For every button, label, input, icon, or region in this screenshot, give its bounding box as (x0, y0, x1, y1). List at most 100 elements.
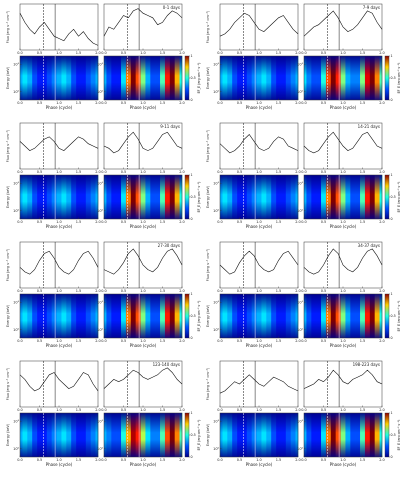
x-axis-label: Phase (cycle) (246, 462, 273, 467)
x-axis-label: Phase (cycle) (46, 343, 73, 348)
x-tick-label: 0.0 (101, 458, 107, 462)
epoch-label: 14-21 days (358, 124, 380, 129)
x-tick-label: 2.0 (379, 101, 385, 105)
x-tick-label: 1.0 (140, 101, 146, 105)
lc-frame (19, 3, 99, 51)
light-curve (19, 13, 99, 46)
x-tick-label: 1.5 (76, 408, 82, 412)
colorbar (384, 293, 390, 339)
x-tick-label: 0.0 (17, 408, 23, 412)
x-tick-label: 2.0 (379, 170, 385, 174)
x-tick-label: 2.0 (379, 458, 385, 462)
y-tick-label: 10⁰ (297, 90, 303, 94)
map-fade (20, 294, 98, 338)
map-fade (220, 413, 298, 457)
x-tick-label: 0.5 (321, 408, 327, 412)
x-tick-label: 1.5 (360, 170, 366, 174)
colorbar-tick-label: 0 (391, 98, 393, 102)
x-tick-label: 0.5 (121, 101, 127, 105)
light-curve (103, 248, 183, 275)
x-tick-label: 0.0 (217, 339, 223, 343)
y-tick-label: 10⁰ (13, 328, 19, 332)
x-tick-label: 2.0 (95, 408, 101, 412)
y-tick-label: 10¹ (13, 300, 19, 304)
colorbar-label: EF_E (erg cm⁻² s⁻¹) (197, 63, 201, 94)
x-tick-label: 0.0 (17, 51, 23, 55)
colorbar-label: EF_E (erg cm⁻² s⁻¹) (397, 63, 400, 94)
epoch-label: 0-1 days (163, 5, 180, 10)
x-tick-label: 1.0 (140, 220, 146, 224)
y-tick-label: 10⁰ (213, 209, 219, 213)
x-tick-label: 2.0 (295, 51, 301, 55)
x-tick-label: 1.0 (256, 289, 262, 293)
x-tick-label: 1.5 (76, 220, 82, 224)
map-axis-label: Energy (keV) (6, 304, 10, 327)
x-tick-label: 1.0 (256, 51, 262, 55)
light-curve (103, 8, 183, 37)
lc-frame (19, 241, 99, 289)
y-axis-label: Flux (erg s⁻¹ cm⁻²) (6, 10, 10, 43)
x-tick-label: 2.0 (179, 458, 185, 462)
x-tick-label: 0.0 (17, 170, 23, 174)
x-axis-label: Phase (cycle) (330, 105, 357, 110)
x-tick-label: 2.0 (179, 101, 185, 105)
x-tick-label: 2.0 (95, 101, 101, 105)
x-tick-label: 0.5 (321, 458, 327, 462)
x-tick-label: 0.5 (121, 220, 127, 224)
x-tick-label: 1.0 (340, 408, 346, 412)
y-tick-label: 10⁰ (297, 447, 303, 451)
y-axis-label: Flux (erg s⁻¹ cm⁻²) (206, 367, 210, 400)
x-tick-label: 1.0 (140, 408, 146, 412)
x-tick-label: 1.5 (160, 51, 166, 55)
x-tick-label: 1.5 (276, 289, 282, 293)
x-tick-label: 0.5 (321, 289, 327, 293)
y-tick-label: 10⁰ (213, 328, 219, 332)
x-tick-label: 0.5 (121, 170, 127, 174)
x-tick-label: 0.0 (17, 101, 23, 105)
x-tick-label: 1.5 (276, 220, 282, 224)
colorbar-label: EF_E (erg cm⁻² s⁻¹) (197, 182, 201, 213)
y-axis-label: Flux (erg s⁻¹ cm⁻²) (6, 129, 10, 162)
colorbar-tick-label: 0 (391, 455, 393, 459)
x-axis-label: Phase (cycle) (130, 105, 157, 110)
x-tick-label: 1.0 (140, 51, 146, 55)
light-curve (219, 12, 299, 37)
x-tick-label: 0.5 (37, 408, 43, 412)
x-tick-label: 1.5 (360, 289, 366, 293)
y-tick-label: 10¹ (97, 181, 103, 185)
x-tick-label: 1.0 (140, 458, 146, 462)
x-tick-label: 2.0 (295, 170, 301, 174)
colorbar (184, 55, 190, 101)
colorbar (184, 293, 190, 339)
x-tick-label: 0.5 (37, 101, 43, 105)
x-tick-label: 0.0 (17, 289, 23, 293)
y-axis-label: Flux (erg s⁻¹ cm⁻²) (206, 248, 210, 281)
lc-frame (19, 360, 99, 408)
map-axis-label: Energy (keV) (206, 304, 210, 327)
y-axis-label: Flux (erg s⁻¹ cm⁻²) (6, 248, 10, 281)
x-tick-label: 0.0 (301, 458, 307, 462)
x-tick-label: 1.0 (56, 51, 62, 55)
x-tick-label: 0.5 (37, 170, 43, 174)
y-tick-label: 10¹ (97, 419, 103, 423)
x-tick-label: 2.0 (179, 220, 185, 224)
x-tick-label: 0.5 (237, 101, 243, 105)
x-tick-label: 1.0 (256, 408, 262, 412)
x-tick-label: 2.0 (179, 51, 185, 55)
x-tick-label: 0.5 (237, 289, 243, 293)
colorbar (184, 412, 190, 458)
x-tick-label: 1.5 (160, 101, 166, 105)
light-curve (219, 134, 299, 154)
light-curve (303, 131, 383, 154)
colorbar-tick-label: 0.5 (391, 433, 396, 437)
x-tick-label: 1.0 (340, 289, 346, 293)
y-axis-label: Flux (erg s⁻¹ cm⁻²) (206, 129, 210, 162)
x-axis-label: Phase (cycle) (330, 343, 357, 348)
x-tick-label: 2.0 (295, 458, 301, 462)
colorbar (184, 174, 190, 220)
x-tick-label: 1.0 (56, 339, 62, 343)
x-tick-label: 0.5 (237, 220, 243, 224)
x-tick-label: 0.5 (237, 408, 243, 412)
x-tick-label: 0.0 (217, 101, 223, 105)
